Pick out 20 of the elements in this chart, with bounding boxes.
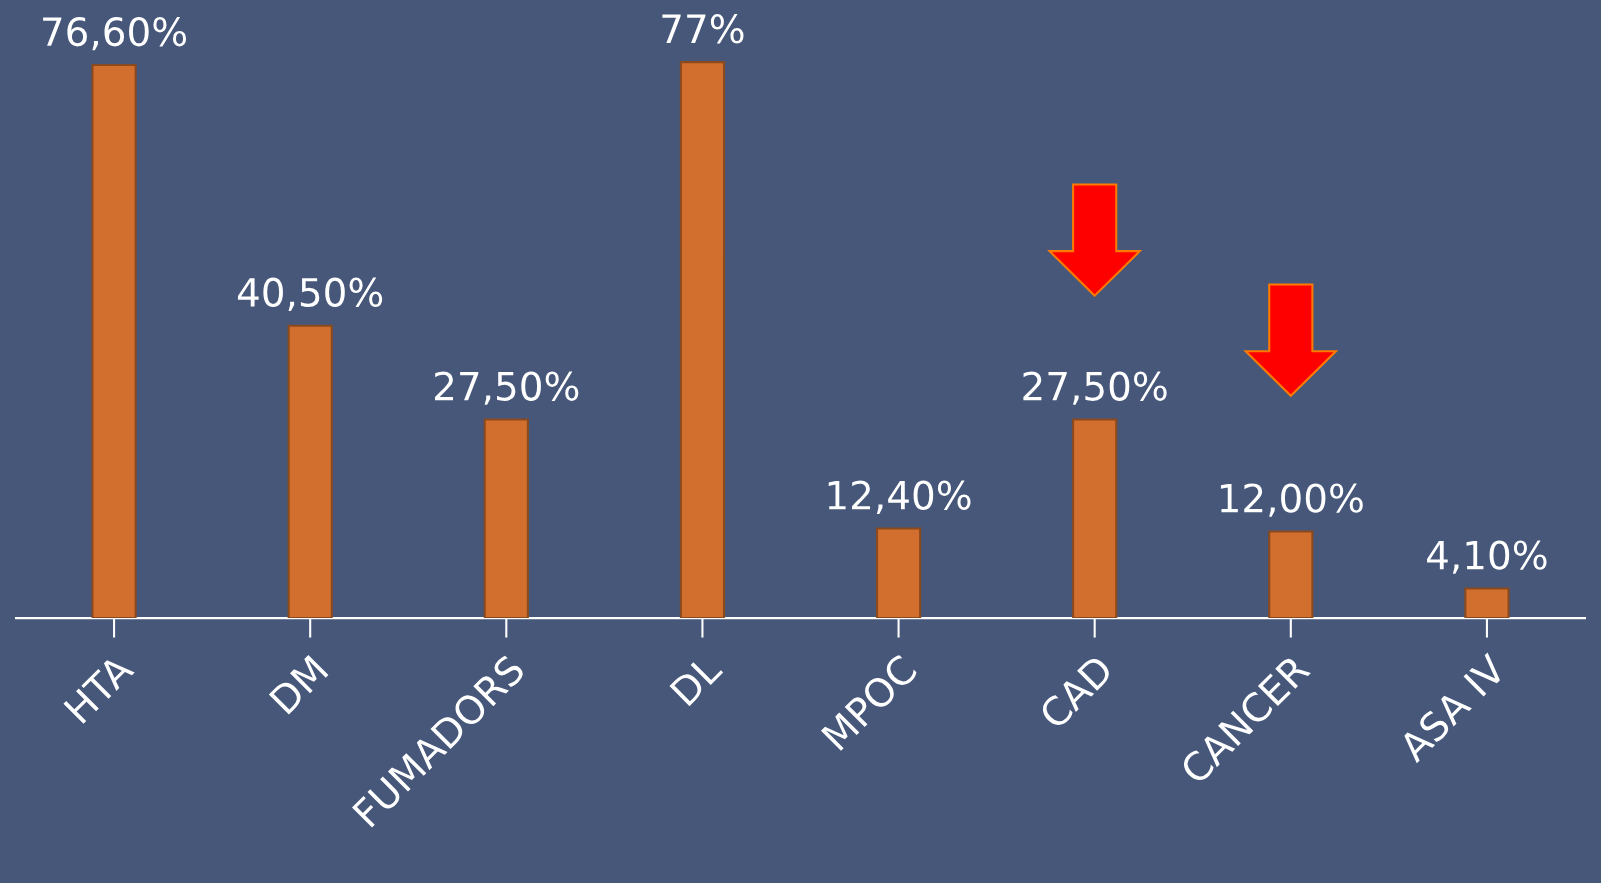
bar <box>1268 530 1314 619</box>
data-label: 12,00% <box>1220 483 1363 517</box>
data-label: 76,60% <box>43 16 187 51</box>
bar <box>875 527 922 619</box>
bar <box>679 61 726 619</box>
data-label: 40,50% <box>237 277 383 311</box>
bar <box>1072 418 1118 619</box>
bar <box>91 63 137 619</box>
data-label: 77% <box>662 14 744 44</box>
bar <box>1464 587 1510 619</box>
bar <box>483 418 529 619</box>
x-tick-label: CAD <box>1037 653 1115 731</box>
x-tick-label: DM <box>268 654 329 715</box>
data-label: 4,10% <box>1427 540 1547 574</box>
data-label: 27,50% <box>1023 371 1167 405</box>
data-label: 12,40% <box>828 480 971 514</box>
bar <box>287 324 333 619</box>
x-tick-label: HTA <box>63 652 135 724</box>
x-tick-label: DL <box>669 652 724 707</box>
data-label: 27,50% <box>435 371 579 405</box>
